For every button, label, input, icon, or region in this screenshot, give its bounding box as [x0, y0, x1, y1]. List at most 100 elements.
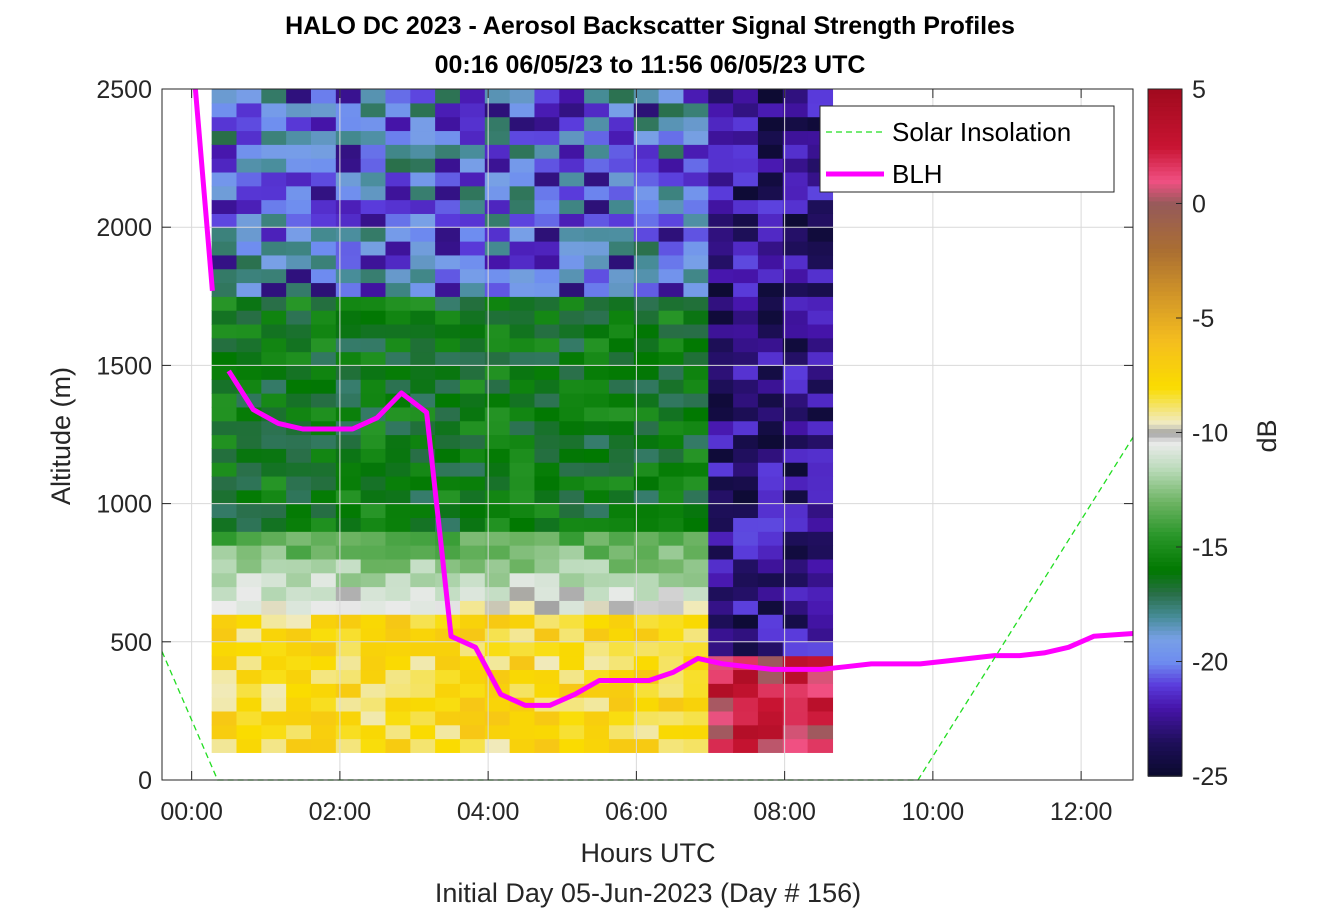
heatmap-cell: [658, 351, 685, 366]
heatmap-cell: [360, 171, 387, 187]
heatmap-cell: [211, 586, 238, 601]
colorbar-segment: [1148, 153, 1182, 159]
heatmap-cell: [286, 434, 312, 449]
colorbar-segment: [1148, 720, 1182, 726]
colorbar-segment: [1148, 406, 1182, 412]
heatmap-cell: [757, 420, 784, 436]
heatmap-cell: [236, 600, 262, 615]
heatmap-cell: [807, 199, 834, 214]
heatmap-cell: [584, 116, 610, 132]
heatmap-cell: [633, 379, 660, 394]
heatmap-cell: [211, 351, 238, 366]
heatmap-cell: [286, 199, 312, 214]
heatmap-cell: [584, 517, 610, 532]
heatmap-cell: [459, 614, 486, 629]
heatmap-cell: [807, 282, 834, 297]
heatmap-cell: [261, 158, 287, 173]
heatmap-cell: [708, 462, 734, 477]
colorbar-segment: [1148, 582, 1182, 588]
colorbar-segment: [1148, 127, 1182, 133]
x-tick-label: 06:00: [605, 798, 668, 826]
heatmap-cell: [584, 227, 610, 242]
heatmap-cell: [807, 517, 834, 532]
heatmap-cell: [310, 406, 337, 422]
colorbar-segment: [1148, 488, 1182, 494]
colorbar-segment: [1148, 89, 1182, 95]
heatmap-cell: [807, 296, 834, 311]
heatmap-cell: [683, 420, 709, 436]
heatmap-cell: [484, 254, 511, 270]
heatmap-cell: [286, 337, 312, 353]
heatmap-cell: [484, 379, 511, 394]
heatmap-cell: [310, 171, 337, 187]
colorbar-segment: [1148, 114, 1182, 120]
heatmap-cell: [360, 310, 387, 325]
heatmap-cell: [435, 365, 461, 380]
heatmap-cell: [236, 254, 262, 270]
heatmap-cell: [410, 241, 436, 256]
heatmap-cell: [310, 323, 337, 339]
heatmap-cell: [559, 710, 585, 726]
heatmap-cell: [310, 351, 337, 366]
heatmap-cell: [435, 724, 461, 740]
heatmap-cell: [683, 641, 709, 657]
heatmap-cell: [584, 448, 610, 463]
heatmap-cell: [782, 365, 809, 380]
heatmap-cell: [608, 241, 635, 256]
colorbar-segment: [1148, 591, 1182, 597]
heatmap-cell: [559, 144, 585, 159]
colorbar-segment: [1148, 737, 1182, 743]
heatmap-cell: [286, 738, 312, 753]
heatmap-cell: [211, 144, 238, 159]
heatmap-cell: [584, 545, 610, 560]
heatmap-cell: [608, 738, 635, 753]
heatmap-cell: [211, 379, 238, 394]
heatmap-cell: [658, 531, 685, 546]
heatmap-cell: [584, 144, 610, 159]
heatmap-cell: [385, 199, 411, 214]
heatmap-cell: [584, 572, 610, 588]
heatmap-cell: [807, 489, 834, 505]
heatmap-cell: [410, 337, 436, 353]
heatmap-cell: [509, 627, 536, 643]
heatmap-cell: [509, 683, 536, 698]
heatmap-cell: [261, 227, 287, 242]
colorbar-segment: [1148, 522, 1182, 528]
heatmap-cell: [459, 489, 486, 505]
colorbar-segment: [1148, 325, 1182, 331]
heatmap-cell: [534, 323, 560, 339]
heatmap-cell: [807, 310, 834, 325]
heatmap-cell: [310, 462, 337, 477]
heatmap-cell: [534, 586, 560, 601]
heatmap-cell: [286, 310, 312, 325]
heatmap-cell: [211, 199, 238, 214]
heatmap-cell: [559, 268, 585, 284]
heatmap-cell: [211, 545, 238, 560]
heatmap-cell: [236, 351, 262, 366]
heatmap-cell: [733, 614, 759, 629]
heatmap-cell: [335, 323, 362, 339]
heatmap-cell: [733, 641, 759, 657]
heatmap-cell: [733, 158, 759, 173]
heatmap-cell: [410, 545, 436, 560]
heatmap-cell: [360, 199, 387, 214]
heatmap-cell: [807, 254, 834, 270]
colorbar-segment: [1148, 754, 1182, 760]
heatmap-cell: [509, 227, 536, 242]
heatmap-cell: [236, 323, 262, 339]
heatmap-cell: [335, 710, 362, 726]
heatmap-cell: [608, 171, 635, 187]
x-tick-label: 00:00: [160, 798, 223, 826]
heatmap-cell: [286, 475, 312, 491]
heatmap-cell: [335, 531, 362, 546]
heatmap-cell: [236, 475, 262, 491]
heatmap-cell: [410, 683, 436, 698]
heatmap-cell: [261, 448, 287, 463]
heatmap-cell: [534, 227, 560, 242]
colorbar-segment: [1148, 518, 1182, 524]
heatmap-cell: [733, 102, 759, 118]
heatmap-cell: [584, 724, 610, 740]
heatmap-cell: [410, 185, 436, 201]
colorbar-segment: [1148, 320, 1182, 326]
heatmap-cell: [633, 185, 660, 201]
